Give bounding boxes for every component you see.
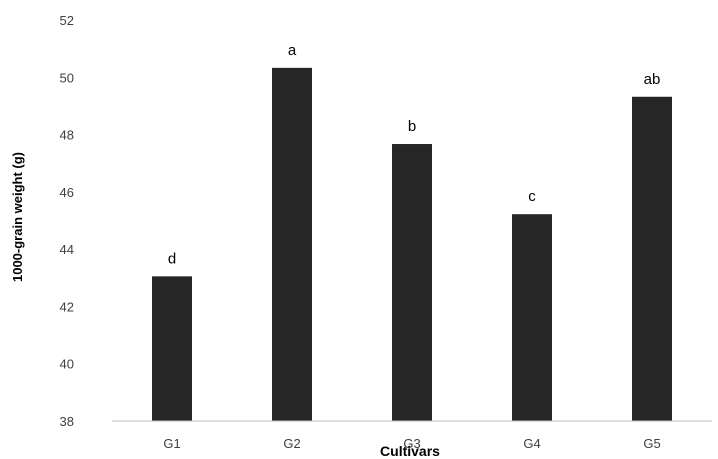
significance-label: d	[168, 250, 176, 267]
x-tick-label: G3	[403, 436, 420, 451]
bar	[152, 276, 192, 421]
x-tick-label: G5	[643, 436, 660, 451]
bar	[272, 67, 312, 422]
y-tick-label: 46	[60, 185, 74, 200]
bar	[512, 214, 552, 421]
y-tick-label: 38	[60, 414, 74, 429]
bar	[392, 144, 432, 422]
significance-label: b	[408, 118, 416, 135]
y-tick-label: 40	[60, 357, 74, 372]
y-tick-label: 50	[60, 70, 74, 85]
x-tick-label: G2	[283, 436, 300, 451]
significance-label: c	[528, 188, 536, 205]
x-tick-label: G1	[163, 436, 180, 451]
y-axis-ticks: 38 40 42 44 46 48 50 52	[60, 13, 74, 429]
y-axis-label: 1000-grain weight (g)	[10, 152, 25, 282]
bar	[632, 96, 672, 422]
x-tick-label: G4	[523, 436, 540, 451]
x-axis-label: Cultivars	[380, 443, 440, 459]
y-tick-label: 48	[60, 128, 74, 143]
x-axis-ticks: G1 G2 G3 G4 G5	[163, 436, 660, 451]
significance-label: ab	[644, 71, 661, 88]
y-tick-label: 42	[60, 299, 74, 314]
y-tick-label: 52	[60, 13, 74, 28]
bars	[152, 67, 672, 422]
significance-label: a	[288, 42, 297, 59]
y-tick-label: 44	[60, 242, 74, 257]
